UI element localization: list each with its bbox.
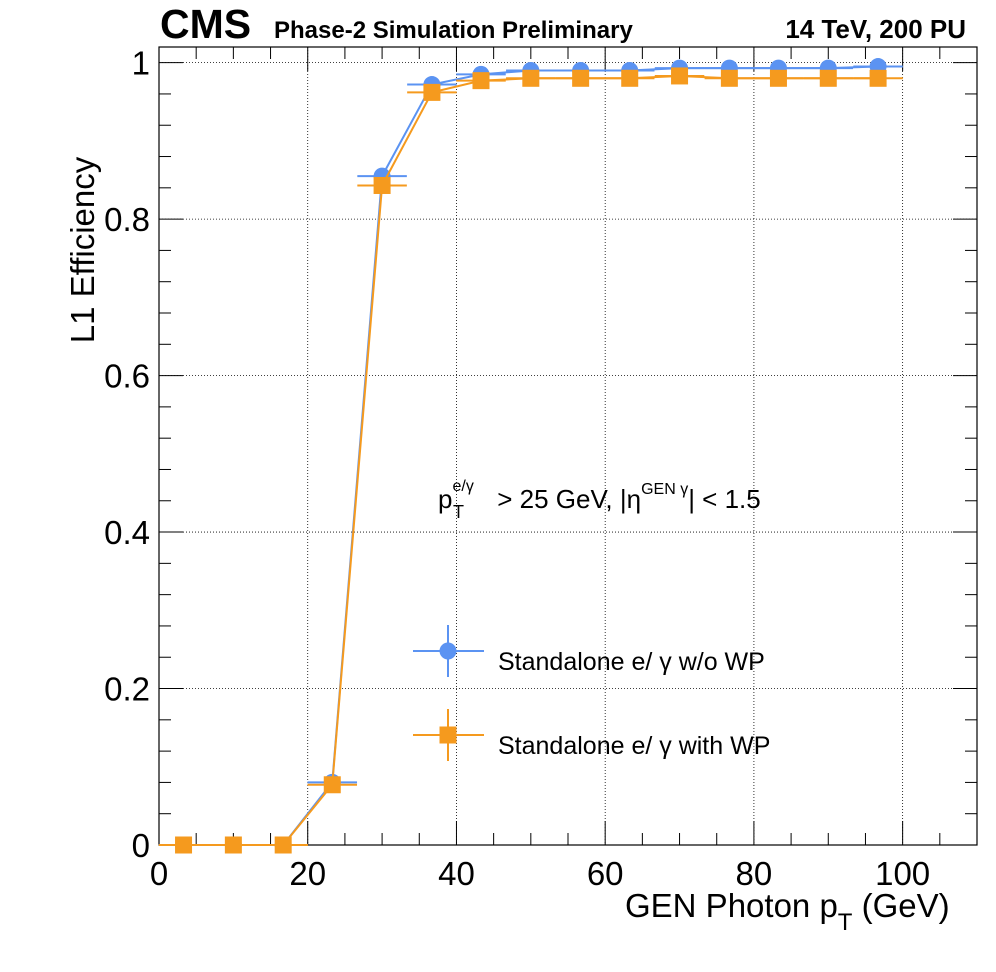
x-tick-label: 20: [289, 855, 326, 892]
legend-label: Standalone e/ γ with WP: [498, 732, 770, 760]
y-tick-label: 0: [132, 827, 150, 864]
data-point: [323, 776, 341, 794]
legend-entry-1: Standalone e/ γ w/o WP: [413, 625, 765, 677]
x-tick-label: 40: [438, 855, 475, 892]
grid-lines: [159, 47, 977, 845]
series-line: [183, 74, 879, 846]
x-tick-label: 60: [587, 855, 624, 892]
data-point: [869, 69, 887, 87]
data-point: [522, 69, 540, 87]
data-point: [671, 67, 689, 85]
selection-annotation: pe/γ T > 25 GeV, |ηGEN γ| < 1.5: [438, 478, 761, 522]
data-point: [472, 72, 490, 90]
y-tick-label: 0.2: [104, 671, 150, 708]
data-point: [720, 69, 738, 87]
y-tick-label: 0.4: [104, 514, 150, 551]
data-point: [175, 836, 193, 854]
y-axis-title: L1 Efficiency: [64, 156, 101, 343]
data-point: [224, 836, 242, 854]
data-point: [572, 69, 590, 87]
plot-frame: [158, 46, 978, 846]
legend-label: Standalone e/ γ w/o WP: [498, 648, 765, 676]
data-point: [373, 176, 391, 194]
y-tick-label: 0.6: [104, 358, 150, 395]
x-tick-label: 80: [736, 855, 773, 892]
y-tick-label: 0.8: [104, 201, 150, 238]
experiment-label: CMS: [160, 1, 251, 47]
axis-ticks: 0 20 40 60 80 100 0 0.2 0.4 0.6 0.8 1: [104, 45, 977, 892]
x-axis-title: GEN Photon pT (GeV): [625, 887, 950, 936]
legend-entry-2: Standalone e/ γ with WP: [413, 709, 770, 761]
data-point: [819, 69, 837, 87]
series-layer: [158, 58, 903, 854]
data-point: [274, 836, 292, 854]
series-2: [158, 67, 903, 854]
status-label: Phase-2 Simulation Preliminary: [274, 17, 633, 44]
data-point: [423, 83, 441, 101]
data-point: [769, 69, 787, 87]
conditions-label: 14 TeV, 200 PU: [785, 14, 966, 44]
x-tick-label: 100: [875, 855, 930, 892]
y-tick-label: 1: [132, 45, 150, 82]
x-tick-label: 0: [150, 855, 168, 892]
series-line: [183, 65, 879, 846]
legend: Standalone e/ γ w/o WP Standalone e/ γ wi…: [413, 625, 770, 761]
legend-marker: [439, 726, 457, 744]
data-point: [621, 69, 639, 87]
legend-marker: [439, 642, 457, 660]
